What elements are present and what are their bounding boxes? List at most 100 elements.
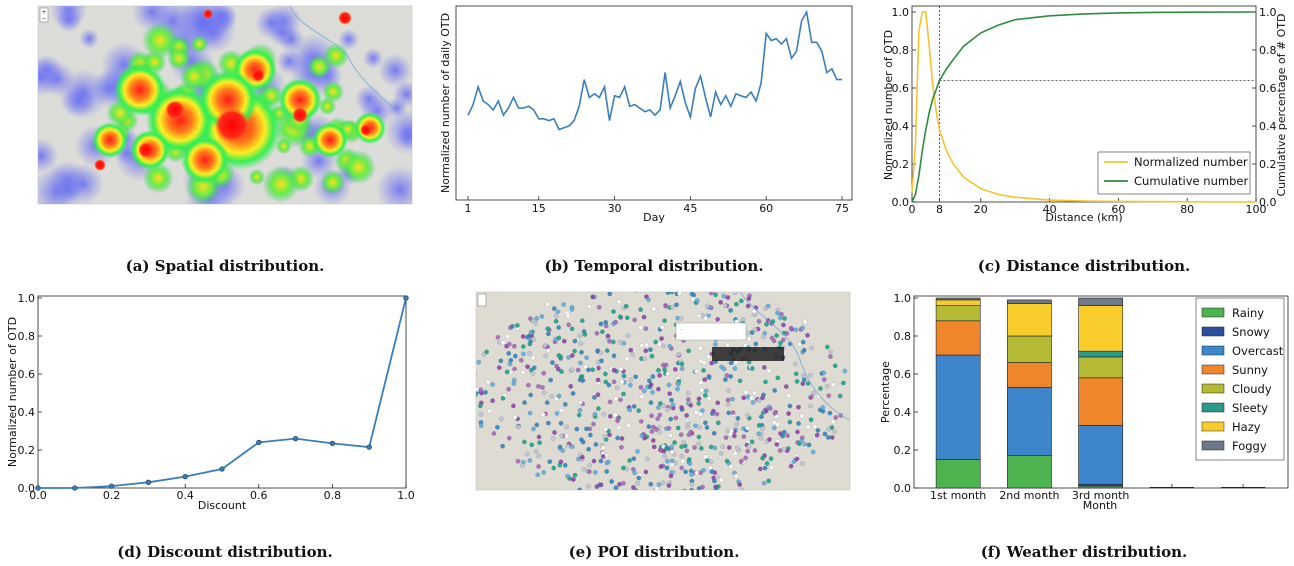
- poi-marker: [761, 480, 767, 486]
- poi-marker: [660, 362, 666, 368]
- poi-marker: [476, 373, 477, 377]
- x-tick-label: 0: [909, 203, 916, 216]
- poi-marker: [566, 355, 571, 360]
- poi-marker: [500, 340, 506, 346]
- poi-marker: [508, 357, 514, 363]
- poi-marker: [796, 421, 801, 426]
- poi-marker: [595, 392, 601, 398]
- poi-marker: [600, 329, 605, 335]
- poi-marker: [760, 426, 765, 431]
- poi-marker: [745, 448, 751, 454]
- temporal-chart: 1 15 30 45 60 75 Day Normalized number of dai…: [439, 5, 853, 224]
- poi-marker: [830, 419, 836, 425]
- map-zoom-control[interactable]: [477, 293, 487, 307]
- poi-marker: [572, 338, 578, 344]
- legend-label-sleety: Sleety: [1232, 401, 1268, 415]
- poi-marker: [559, 369, 564, 374]
- poi-marker: [669, 462, 675, 468]
- poi-marker: [674, 302, 679, 308]
- poi-marker: [661, 343, 667, 349]
- poi-marker: [531, 365, 537, 371]
- poi-marker: [715, 400, 721, 406]
- poi-marker: [713, 487, 719, 490]
- poi-marker: [547, 459, 553, 465]
- poi-marker: [766, 368, 772, 374]
- poi-marker: [675, 425, 681, 431]
- poi-marker: [611, 353, 617, 359]
- poi-marker: [648, 481, 654, 487]
- x-tick-label: 3rd month: [1072, 489, 1130, 502]
- bar-foggy: [1078, 297, 1124, 306]
- x-tick-label: 0.8: [324, 489, 342, 502]
- poi-marker: [686, 457, 692, 462]
- poi-marker: [780, 337, 786, 343]
- heat-blob-cool: [376, 165, 412, 204]
- poi-marker: [661, 403, 667, 409]
- bar-overcast: [935, 354, 981, 460]
- poi-marker: [579, 374, 585, 379]
- poi-marker: [714, 474, 720, 480]
- poi-marker: [624, 315, 630, 321]
- poi-marker: [557, 444, 563, 450]
- x-tick-label: 15: [532, 202, 546, 215]
- river: [289, 6, 396, 111]
- poi-marker: [621, 391, 626, 397]
- poi-popup: ...: [675, 322, 747, 341]
- poi-marker: [500, 395, 506, 401]
- x-axis-label: Day: [643, 211, 665, 224]
- poi-marker: [638, 307, 643, 312]
- poi-marker: [786, 393, 792, 398]
- poi-marker: [686, 432, 692, 438]
- x-tick-label: 20: [974, 203, 988, 216]
- poi-marker: [703, 420, 708, 426]
- y-tick-label: 0.0: [894, 482, 912, 495]
- poi-marker: [556, 353, 562, 358]
- poi-marker: [505, 334, 511, 339]
- poi-marker: [724, 458, 730, 464]
- poi-marker: [659, 336, 664, 341]
- poi-marker: [633, 488, 638, 490]
- poi-marker: [500, 443, 505, 449]
- legend-label-cumulative: Cumulative number: [1134, 174, 1248, 188]
- weather-chart: 0.0 0.2 0.4 0.6 0.8 1.0 1st month 2nd month 3rd …: [879, 292, 1289, 512]
- poi-marker: [685, 421, 691, 427]
- poi-marker: [768, 456, 774, 462]
- poi-marker: [666, 483, 672, 488]
- y-tick-label: 0.2: [894, 444, 912, 457]
- poi-marker: [508, 370, 514, 375]
- map-zoom-control[interactable]: + −: [39, 7, 49, 23]
- heat-blob-warm: [142, 22, 179, 59]
- poi-marker: [771, 425, 777, 431]
- poi-marker: [679, 366, 685, 371]
- poi-marker: [650, 389, 655, 395]
- heat-blob-cool: [378, 53, 412, 88]
- poi-marker: [781, 322, 786, 328]
- river: [739, 292, 850, 421]
- poi-marker: [558, 459, 564, 465]
- poi-marker: [659, 324, 665, 330]
- x-tick-label: 40: [1043, 203, 1057, 216]
- poi-marker: [703, 454, 709, 460]
- poi-marker: [679, 465, 685, 471]
- poi-marker: [562, 462, 568, 468]
- poi-marker: [672, 286, 676, 290]
- poi-marker: [483, 389, 488, 395]
- poi-marker: [800, 381, 806, 387]
- x-tick-label: 60: [1111, 203, 1125, 216]
- poi-marker: [670, 402, 676, 408]
- poi-marker: [764, 321, 769, 327]
- heat-blob-cool: [277, 26, 305, 53]
- poi-marker: [605, 459, 611, 465]
- poi-tooltip: [712, 347, 784, 361]
- poi-marker: [607, 413, 613, 419]
- y-tick-label-left: 0.6: [892, 82, 910, 95]
- poi-marker-map: ...: [475, 286, 851, 491]
- poi-marker: [821, 370, 827, 376]
- poi-marker: [781, 429, 787, 435]
- poi-marker: [506, 386, 511, 392]
- poi-marker: [699, 408, 705, 414]
- x-axis-label: Month: [1083, 499, 1118, 512]
- poi-marker: [610, 339, 616, 345]
- poi-marker: [536, 453, 542, 459]
- poi-marker: [669, 449, 675, 455]
